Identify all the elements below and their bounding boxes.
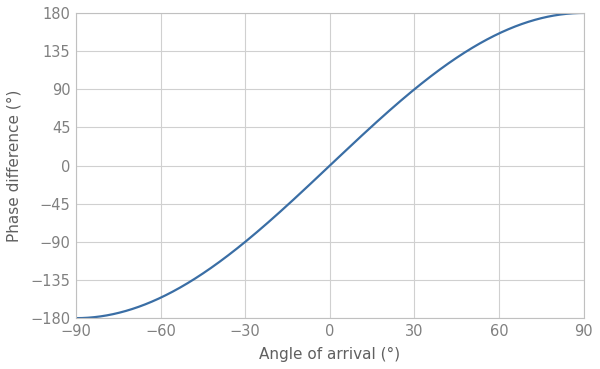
Y-axis label: Phase difference (°): Phase difference (°)	[7, 89, 22, 242]
X-axis label: Angle of arrival (°): Angle of arrival (°)	[259, 347, 400, 362]
